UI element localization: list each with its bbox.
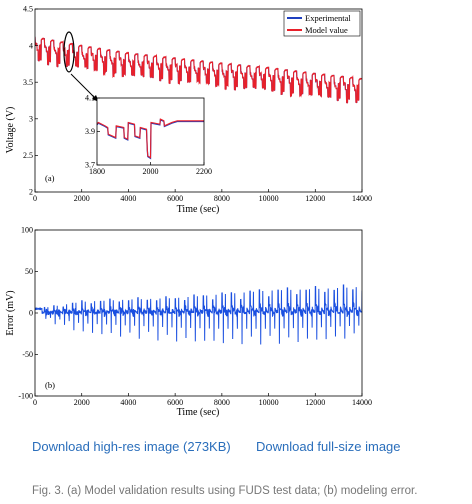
panel-b-ytick-label: -100 (18, 392, 33, 401)
download-fullsize-link[interactable]: Download full-size image (256, 439, 401, 454)
panel-a-xtick-label: 6000 (167, 194, 183, 203)
panel-b-xtick-label: 8000 (214, 398, 230, 407)
panel-a-xtick-label: 12000 (305, 194, 325, 203)
panel-a-xlabel: Time (sec) (177, 204, 220, 215)
panel-a-ytick-label: 3 (29, 114, 33, 123)
inset-xtick-label: 2200 (196, 167, 212, 176)
panel-b-series (35, 284, 362, 345)
panel-a-plot-frame (34, 8, 363, 193)
panel-b-xtick-label: 4000 (120, 398, 136, 407)
panel-b-ylabel: Error (mV) (5, 290, 16, 335)
panel-b-label: (b) (45, 380, 55, 390)
inset-series-model (96, 118, 204, 159)
panel-a-ytick-label: 4.5 (23, 5, 33, 14)
panel-b-ytick-label: 100 (21, 226, 33, 235)
panel-b-ytick-label: 0 (29, 309, 33, 318)
inset-y-ticks: 3.7 3.9 4.1 (85, 94, 100, 170)
panel-b-y-ticks: -100 -50 0 50 100 (18, 226, 38, 401)
panel-a-ytick-label: 2.5 (23, 151, 33, 160)
panel-a-xtick-label: 10000 (259, 194, 279, 203)
panel-a-ytick-label: 4 (29, 41, 33, 50)
panel-b-xtick-label: 10000 (259, 398, 279, 407)
panel-a-x-ticks: 0 2000 4000 6000 8000 10000 12000 14000 (33, 189, 372, 203)
panel-a-ytick-label: 3.5 (23, 78, 33, 87)
panel-b-xtick-label: 12000 (305, 398, 325, 407)
inset-ytick-label: 3.9 (85, 127, 95, 136)
panel-a: 2 2.5 3 3.5 4 4.5 0 2000 4000 6000 8000 10000 12000… (5, 5, 372, 215)
inset-xtick-label: 1800 (89, 167, 105, 176)
panel-b-xtick-label: 6000 (167, 398, 183, 407)
panel-b-xtick-label: 0 (33, 398, 37, 407)
figure: 22.533.544.5 0 2000 4000 6000 8000 10000 12000… (5, 5, 372, 418)
inset-x-ticks: 1800 2000 2200 (89, 162, 212, 176)
inset-ytick-label: 3.7 (85, 161, 95, 170)
panel-a-xtick-label: 4000 (120, 194, 136, 203)
download-hires-link[interactable]: Download high-res image (273KB) (32, 439, 231, 454)
panel-b-ytick-label: 50 (25, 267, 33, 276)
inset-xtick-label: 2000 (143, 167, 159, 176)
highlight-ellipse (63, 31, 75, 73)
panel-b: -100 -50 0 50 100 0 2000 4000 6000 8000 10000 1200… (5, 226, 372, 418)
panel-a-xtick-label: 2000 (74, 194, 90, 203)
panel-a-xtick-label: 0 (33, 194, 37, 203)
figure-caption: Fig. 3. (a) Model validation results usi… (32, 485, 418, 497)
series-model (35, 36, 362, 104)
panel-b-ytick-label: -50 (22, 350, 33, 359)
legend-label-experimental: Experimental (305, 13, 351, 23)
panel-a-ylabel: Voltage (V) (5, 107, 16, 154)
legend: Experimental Model value (283, 10, 361, 37)
panel-b-xtick-label: 14000 (352, 398, 372, 407)
panel-b-xlabel: Time (sec) (177, 407, 220, 418)
panel-a-label: (a) (45, 173, 55, 183)
legend-box (283, 10, 361, 37)
inset: 3.7 3.9 4.1 1800 2000 2200 (85, 94, 212, 176)
zoom-arrow (70, 73, 98, 101)
panel-a-y-ticks: 2 2.5 3 3.5 4 4.5 (23, 5, 38, 197)
panel-b-xtick-label: 2000 (74, 398, 90, 407)
panel-a-series (35, 36, 362, 104)
panel-a-ytick-label: 2 (29, 188, 33, 197)
series-error (35, 284, 362, 345)
panel-a-xtick-label: 8000 (214, 194, 230, 203)
panel-a-xtick-label: 14000 (352, 194, 372, 203)
inset-ytick-label: 4.1 (85, 94, 95, 103)
panel-b-x-ticks: 0 2000 4000 6000 8000 10000 12000 14000 (33, 393, 372, 407)
inset-series (96, 118, 204, 160)
legend-label-model: Model value (305, 25, 348, 35)
